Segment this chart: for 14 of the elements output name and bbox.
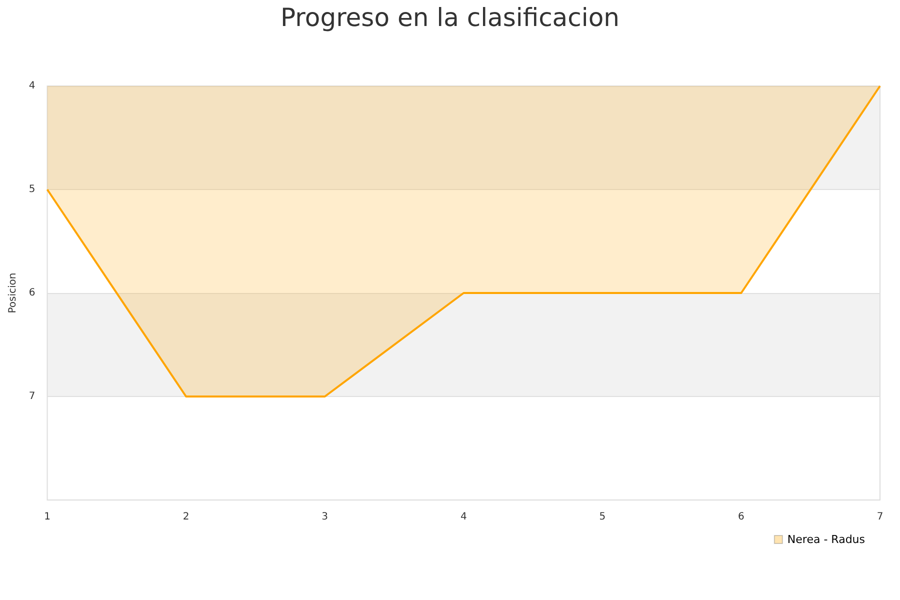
x-tick-label: 2 [182, 512, 190, 522]
y-axis-title: Posicion [8, 272, 18, 314]
x-tick-label: 5 [599, 512, 606, 522]
chart-title: Progreso en la clasificacion [280, 3, 620, 32]
x-tick-label: 6 [738, 512, 744, 522]
y-tick-label: 6 [28, 288, 36, 298]
x-tick-label: 3 [322, 512, 328, 522]
y-tick-label: 5 [28, 184, 36, 195]
x-tick-label: 7 [876, 512, 884, 522]
x-tick-label: 1 [44, 512, 50, 522]
y-tick-label: 4 [28, 80, 36, 92]
legend-label: Nerea - Radus [787, 533, 866, 546]
x-tick-label: 4 [460, 512, 467, 522]
y-tick-label: 7 [28, 391, 36, 402]
